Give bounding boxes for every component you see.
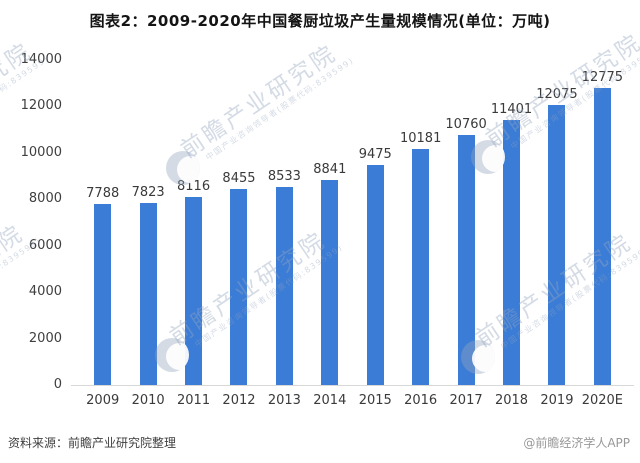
bar — [139, 203, 157, 385]
bar-group-2018: 11401 — [489, 60, 534, 385]
chart-title: 图表2：2009-2020年中国餐厨垃圾产生量规模情况(单位：万吨) — [89, 12, 551, 30]
bar-group-2017: 10760 — [443, 60, 488, 385]
bar-group-2020E: 12775 — [580, 60, 625, 385]
x-axis-tick-label: 2009 — [86, 393, 120, 408]
x-axis-tick-label: 2020E — [581, 393, 623, 408]
x-axis-tick-label: 2013 — [267, 393, 301, 408]
bar-data-label: 10760 — [445, 117, 487, 132]
plot-area: 7788 7823 8116 8455 8533 8841 9475 10181 10760 11… — [80, 60, 625, 385]
bar-group-2014: 8841 — [307, 60, 352, 385]
bar-group-2016: 10181 — [398, 60, 443, 385]
bar-group-2010: 7823 — [125, 60, 170, 385]
x-axis-line — [71, 385, 634, 386]
y-axis-tick-label: 12000 — [20, 98, 62, 114]
bar-data-label: 12775 — [581, 70, 624, 85]
bar-group-2019: 12075 — [534, 60, 579, 385]
y-axis-tick-label: 8000 — [28, 191, 62, 207]
bar — [412, 149, 430, 385]
source-note: 资料来源：前瞻产业研究院整理 — [8, 436, 177, 450]
bar-data-label: 8455 — [222, 171, 256, 186]
bar — [593, 88, 611, 385]
x-axis-tick-label: 2018 — [494, 393, 529, 408]
x-axis-tick-label: 2016 — [404, 393, 438, 408]
bar-group-2012: 8455 — [216, 60, 261, 385]
bar-data-label: 11401 — [490, 102, 533, 117]
bar-data-label: 7788 — [86, 186, 120, 201]
bar-group-2009: 7788 — [80, 60, 125, 385]
bar — [457, 135, 475, 385]
x-axis-tick-label: 2012 — [222, 393, 256, 408]
x-axis-tick-label: 2011 — [177, 393, 211, 408]
bar — [185, 197, 203, 385]
y-axis-tick-label: 0 — [53, 377, 62, 392]
y-axis-tick-label: 6000 — [28, 237, 62, 253]
bar-group-2013: 8533 — [262, 60, 307, 385]
bar — [321, 180, 339, 385]
bar-group-2015: 9475 — [353, 60, 398, 385]
credit-note: @前瞻经济学人APP — [523, 436, 630, 450]
x-axis: 2009 2010 2011 2012 2013 2014 2015 2016 2017 2018… — [80, 393, 625, 408]
y-axis-tick-label: 4000 — [28, 284, 62, 300]
bar — [94, 204, 112, 385]
bar — [366, 165, 384, 385]
bar — [230, 189, 248, 385]
y-axis-tick-label: 10000 — [20, 144, 62, 160]
bar-data-label: 7823 — [131, 185, 165, 200]
bar-data-label: 9475 — [358, 147, 392, 162]
bar-data-label: 8841 — [313, 162, 347, 177]
y-axis-tick-label: 2000 — [28, 330, 62, 346]
x-axis-tick-label: 2015 — [358, 393, 392, 408]
y-axis-tick-label: 14000 — [20, 52, 62, 67]
bar — [548, 105, 566, 385]
x-axis-tick-label: 2017 — [449, 393, 483, 408]
bar-group-2011: 8116 — [171, 60, 216, 385]
x-axis-tick-label: 2019 — [540, 393, 574, 408]
bar-data-label: 10181 — [399, 131, 442, 146]
bar-data-label: 12075 — [536, 87, 578, 102]
bar — [275, 187, 293, 385]
x-axis-tick-label: 2014 — [313, 393, 347, 408]
bar — [503, 120, 520, 385]
bar-data-label: 8533 — [267, 169, 301, 184]
bar-data-label: 8116 — [177, 179, 211, 194]
x-axis-tick-label: 2010 — [131, 393, 165, 408]
